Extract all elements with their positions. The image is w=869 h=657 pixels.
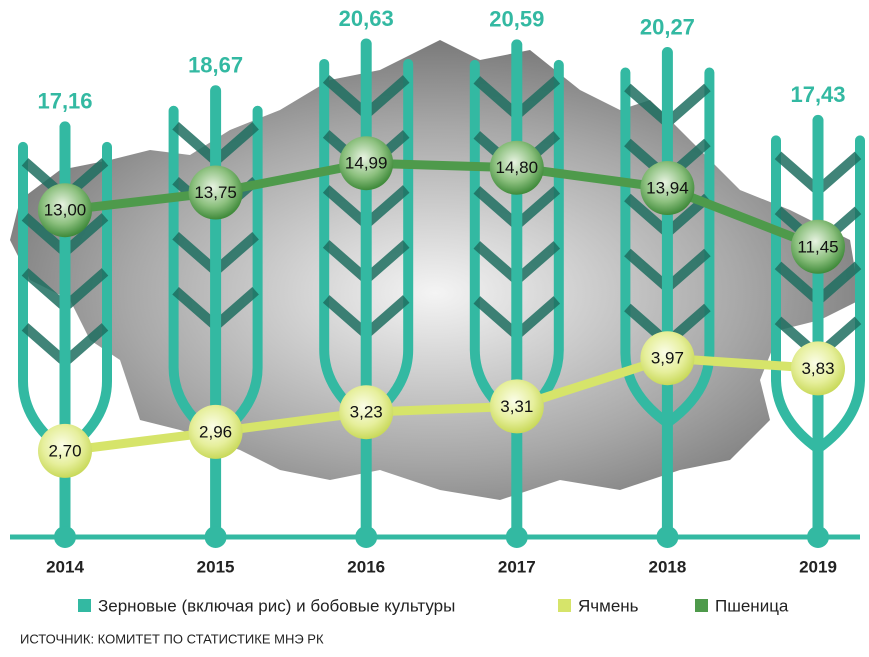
x-tick-label: 2018 [648, 557, 686, 576]
legend-label: Пшеница [715, 596, 789, 615]
value-label: 20,63 [339, 6, 394, 31]
marker [791, 219, 845, 274]
source: ИСТОЧНИК: КОМИТЕТ ПО СТАТИСТИКЕ МНЭ РК [20, 631, 324, 646]
stalk-side [813, 135, 865, 454]
marker [339, 136, 394, 191]
axis-dot [355, 526, 378, 548]
value-label: 14,99 [345, 154, 388, 173]
axis-dot [54, 526, 76, 548]
axis-dot [204, 526, 227, 548]
x-tick-label: 2014 [46, 557, 84, 576]
x-tick-label: 2015 [197, 557, 235, 576]
marker [188, 404, 243, 459]
stalk [771, 114, 865, 543]
marker [38, 183, 92, 238]
axis-dot [505, 526, 528, 548]
stalk [319, 38, 414, 543]
value-label: 17,43 [790, 82, 845, 107]
value-label: 18,67 [188, 53, 243, 78]
legend-label: Зерновые (включая рис) и бобовые культур… [98, 596, 455, 615]
marker [489, 379, 544, 434]
value-label: 2,70 [48, 441, 81, 460]
value-label: 3,23 [350, 403, 383, 422]
value-label: 14,80 [496, 158, 539, 177]
marker [489, 140, 544, 195]
marker [791, 341, 845, 396]
stalk-side [662, 67, 715, 428]
legend-swatch [558, 599, 571, 612]
marker [38, 423, 92, 478]
marker [188, 165, 243, 220]
value-label: 3,97 [651, 349, 684, 368]
map [10, 40, 860, 500]
value-label: 13,00 [44, 201, 87, 220]
value-label: 3,31 [500, 397, 533, 416]
axis-dot [656, 526, 679, 548]
value-label: 13,75 [194, 183, 237, 202]
value-label: 3,83 [801, 359, 834, 378]
value-label: 13,94 [646, 179, 689, 198]
stalk [620, 47, 715, 543]
value-label: 20,59 [489, 7, 544, 32]
legend-swatch [78, 599, 91, 612]
value-label: 17,16 [37, 89, 92, 114]
marker [339, 385, 394, 440]
value-label: 2,96 [199, 422, 232, 441]
marker [640, 331, 695, 386]
value-label: 11,45 [797, 237, 838, 256]
x-tick-label: 2019 [799, 557, 837, 576]
stalk-side [771, 135, 823, 454]
axis-dot [807, 526, 829, 548]
marker [640, 161, 695, 216]
value-label: 20,27 [640, 14, 695, 39]
legend-label: Ячмень [578, 596, 639, 615]
x-tick-label: 2017 [498, 557, 536, 576]
x-tick-label: 2016 [347, 557, 385, 576]
stalk-side [620, 67, 673, 428]
legend-swatch [695, 599, 708, 612]
